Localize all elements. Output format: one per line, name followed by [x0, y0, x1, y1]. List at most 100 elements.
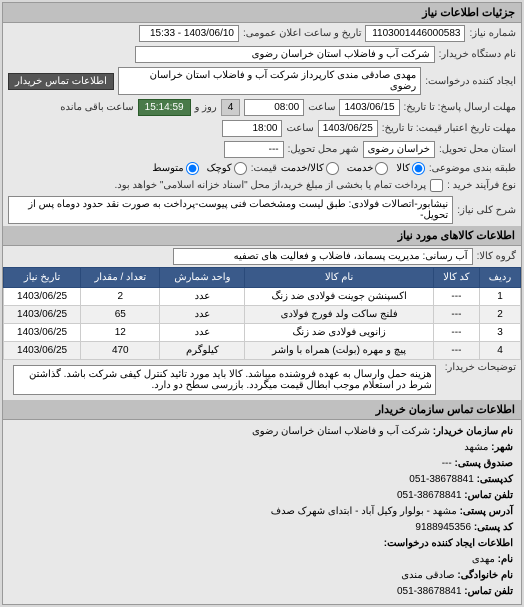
c-phone: 38678841-051 — [397, 490, 462, 501]
table-cell: عدد — [160, 288, 245, 306]
requester-label: ایجاد کننده درخواست: — [425, 76, 516, 87]
table-cell: --- — [433, 288, 479, 306]
row-number: شماره نیاز: 1103001446000583 تاریخ و ساع… — [3, 23, 521, 44]
table-cell: --- — [433, 342, 479, 360]
table-cell: 1403/06/25 — [4, 324, 81, 342]
c-zip-label: کدپستی: — [477, 474, 513, 485]
c-kp: 9188945356 — [415, 522, 471, 533]
c-tel-label: تلفن تماس: — [464, 586, 513, 597]
general-value: نیشابور-اتصالات فولادی: طبق لیست ومشخصات… — [8, 196, 453, 224]
c-creator-header: اطلاعات ایجاد کننده درخواست: — [384, 538, 513, 549]
table-cell: عدد — [160, 324, 245, 342]
th-4: تعداد / مقدار — [81, 268, 160, 288]
c-org-label: نام سازمان خریدار: — [433, 426, 513, 437]
row-group: گروه کالا: آب رسانی: مدیریت پسماند، فاضل… — [3, 246, 521, 267]
group-label: گروه کالا: — [477, 251, 516, 262]
th-3: واحد شمارش — [160, 268, 245, 288]
goods-header: اطلاعات کالاهای مورد نیاز — [3, 226, 521, 246]
th-0: ردیف — [479, 268, 520, 288]
org-name-value: شرکت آب و فاضلاب استان خراسان رضوی — [135, 46, 435, 63]
table-cell: اکسپنشن جوینت فولادی ضد زنگ — [245, 288, 433, 306]
buyer-desc-label: توضیحات خریدار: — [445, 362, 516, 373]
contact-header: اطلاعات تماس سازمان خریدار — [3, 400, 521, 420]
table-cell: فلنج ساکت ولد فورج فولادی — [245, 306, 433, 324]
size-radios: کوچک متوسط — [152, 162, 246, 175]
size-label: قیمت: — [251, 163, 277, 174]
table-cell: 4 — [479, 342, 520, 360]
validity-label: مهلت تاریخ اعتبار قیمت: تا تاریخ: — [382, 123, 516, 134]
table-cell: --- — [433, 306, 479, 324]
process-checkbox[interactable] — [430, 179, 443, 192]
countdown: 15:14:59 — [138, 99, 191, 116]
c-postal: --- — [442, 458, 452, 469]
radio-small[interactable]: کوچک — [207, 162, 247, 175]
c-kp-label: کد پستی: — [474, 522, 513, 533]
response-date: 1403/06/15 — [339, 99, 399, 116]
th-1: کد کالا — [433, 268, 479, 288]
radio-both[interactable]: کالا/خدمت — [281, 162, 339, 175]
process-label: نوع فرآیند خرید : — [447, 180, 516, 191]
validity-time-label: ساعت — [286, 123, 313, 134]
validity-date: 1403/06/25 — [318, 120, 378, 137]
table-cell: 12 — [81, 324, 160, 342]
response-label: مهلت ارسال پاسخ: تا تاریخ: — [404, 102, 516, 113]
goods-table: ردیف کد کالا نام کالا واحد شمارش تعداد /… — [3, 267, 521, 360]
radio-khedmat[interactable]: خدمت — [347, 162, 389, 175]
row-requester: ایجاد کننده درخواست: مهدی صادقی مندی کار… — [3, 65, 521, 97]
row-location: استان محل تحویل: خراسان رضوی شهر محل تحو… — [3, 139, 521, 160]
row-budget: طبقه بندی موضوعی: کالا خدمت کالا/خدمت قی… — [3, 160, 521, 177]
c-zip: 38678841-051 — [409, 474, 474, 485]
table-cell: کیلوگرم — [160, 342, 245, 360]
row-buyer-desc: توضیحات خریدار: هزینه حمل وارسال به عهده… — [3, 360, 521, 400]
buyer-desc-value: هزینه حمل وارسال به عهده فروشنده میباشد.… — [13, 365, 436, 395]
province-label: استان محل تحویل: — [439, 144, 516, 155]
c-city: مشهد — [464, 442, 488, 453]
general-label: شرح کلی نیاز: — [457, 205, 516, 216]
contact-block: نام سازمان خریدار: شرکت آب و فاضلاب استا… — [3, 420, 521, 604]
table-cell: 1403/06/25 — [4, 306, 81, 324]
group-value: آب رسانی: مدیریت پسماند، فاضلاب و فعالیت… — [173, 248, 473, 265]
table-row: 1---اکسپنشن جوینت فولادی ضد زنگعدد21403/… — [4, 288, 521, 306]
validity-time: 18:00 — [222, 120, 282, 137]
table-cell: عدد — [160, 306, 245, 324]
number-label: شماره نیاز: — [469, 28, 516, 39]
table-cell: 2 — [479, 306, 520, 324]
th-2: نام کالا — [245, 268, 433, 288]
table-cell: 1403/06/25 — [4, 288, 81, 306]
c-name: مهدی — [472, 554, 495, 565]
radio-medium[interactable]: متوسط — [152, 162, 198, 175]
table-cell: 2 — [81, 288, 160, 306]
org-name-label: نام دستگاه خریدار: — [439, 49, 516, 60]
budget-label: طبقه بندی موضوعی: — [429, 163, 516, 174]
announce-value: 1403/06/10 - 15:33 — [139, 25, 239, 42]
table-row: 2---فلنج ساکت ولد فورج فولادیعدد651403/0… — [4, 306, 521, 324]
c-city-label: شهر: — [491, 442, 513, 453]
city-label: شهر محل تحویل: — [288, 144, 359, 155]
table-cell: 65 — [81, 306, 160, 324]
table-cell: --- — [433, 324, 479, 342]
row-org: نام دستگاه خریدار: شرکت آب و فاضلاب استا… — [3, 44, 521, 65]
table-header-row: ردیف کد کالا نام کالا واحد شمارش تعداد /… — [4, 268, 521, 288]
process-note: پرداخت تمام یا بخشی از مبلغ خرید،از محل … — [115, 180, 427, 191]
days-value: 4 — [221, 99, 241, 116]
header-title: جزئیات اطلاعات نیاز — [3, 3, 521, 23]
c-addr-label: آدرس پستی: — [460, 506, 513, 517]
table-row: 3---زانویی فولادی ضد زنگعدد121403/06/25 — [4, 324, 521, 342]
requester-value: مهدی صادقی مندی کارپرداز شرکت آب و فاضلا… — [118, 67, 421, 95]
row-deadline1: مهلت ارسال پاسخ: تا تاریخ: 1403/06/15 سا… — [3, 97, 521, 118]
table-cell: زانویی فولادی ضد زنگ — [245, 324, 433, 342]
main-panel: جزئیات اطلاعات نیاز شماره نیاز: 11030014… — [2, 2, 522, 605]
c-phone-label: تلفن تماس: — [464, 490, 513, 501]
table-cell: پیچ و مهره (بولت) همراه با واشر — [245, 342, 433, 360]
c-tel: 38678841-051 — [397, 586, 462, 597]
table-cell: 1403/06/25 — [4, 342, 81, 360]
city-value: --- — [224, 141, 284, 158]
radio-kala[interactable]: کالا — [396, 162, 425, 175]
contact-button[interactable]: اطلاعات تماس خریدار — [8, 73, 114, 90]
row-deadline2: مهلت تاریخ اعتبار قیمت: تا تاریخ: 1403/0… — [3, 118, 521, 139]
budget-radios: کالا خدمت کالا/خدمت — [281, 162, 425, 175]
table-row: 4---پیچ و مهره (بولت) همراه با واشرکیلوگ… — [4, 342, 521, 360]
c-name-label: نام: — [498, 554, 513, 565]
province-value: خراسان رضوی — [363, 141, 435, 158]
table-cell: 470 — [81, 342, 160, 360]
